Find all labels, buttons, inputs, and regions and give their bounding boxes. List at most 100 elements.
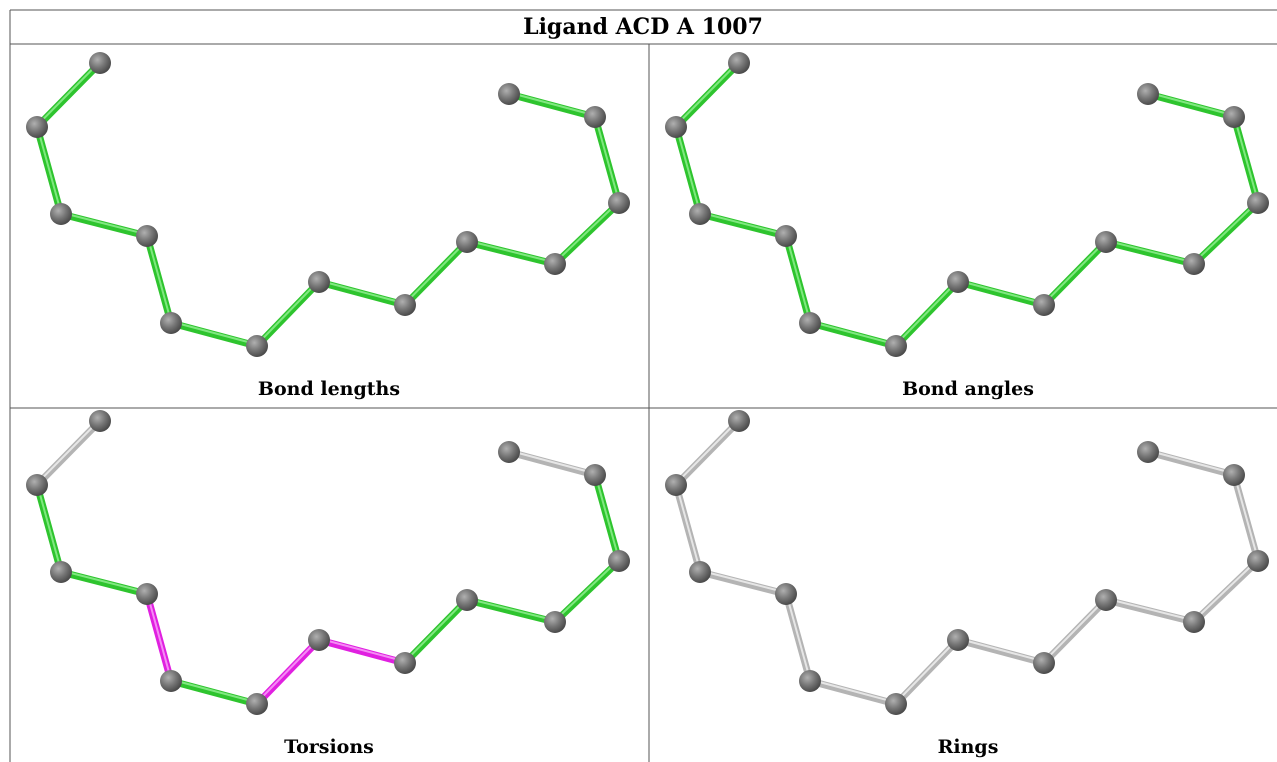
bond-highlight (171, 680, 257, 703)
bond (1044, 242, 1106, 305)
atom (775, 225, 797, 247)
bond (319, 640, 405, 663)
bond-highlight (171, 322, 257, 345)
bond-highlight (595, 474, 619, 560)
atom (544, 253, 566, 275)
bond-highlight (810, 322, 896, 345)
bond-highlight (405, 241, 467, 304)
bond (61, 214, 147, 236)
molecule (26, 52, 630, 357)
bond-highlight (405, 599, 467, 662)
bond-highlight (61, 571, 147, 593)
atom (544, 611, 566, 633)
bond-highlight (786, 593, 810, 680)
bond (171, 323, 257, 346)
bond (700, 214, 786, 236)
atom (89, 410, 111, 432)
atom (584, 106, 606, 128)
bond-highlight (1044, 599, 1106, 662)
bond-highlight (1234, 474, 1258, 560)
atom (584, 464, 606, 486)
bond-highlight (37, 62, 100, 126)
bond-highlight (1148, 93, 1234, 116)
bond (555, 561, 619, 622)
bond-highlight (786, 235, 810, 322)
atom (1095, 589, 1117, 611)
atom (136, 225, 158, 247)
bond-highlight (700, 571, 786, 593)
atom (1033, 652, 1055, 674)
bond-highlight (1234, 116, 1258, 202)
page: Ligand ACD A 1007 Bond lengthsBond angle… (0, 0, 1277, 762)
bond-highlight (896, 281, 958, 345)
atom (665, 474, 687, 496)
panel-caption: Torsions (284, 736, 374, 758)
atom (608, 550, 630, 572)
bond-highlight (319, 639, 405, 662)
bond-highlight (467, 599, 555, 621)
bond (257, 282, 319, 346)
panel-caption: Bond lengths (258, 378, 400, 400)
atom (775, 583, 797, 605)
bond-highlight (676, 420, 739, 484)
bond-highlight (810, 680, 896, 703)
atom (50, 203, 72, 225)
bond (1106, 242, 1194, 264)
bond-highlight (676, 484, 700, 571)
bond (958, 282, 1044, 305)
atom (498, 441, 520, 463)
atom (26, 116, 48, 138)
bond-highlight (958, 639, 1044, 662)
atom (1137, 83, 1159, 105)
bond-highlight (555, 202, 619, 263)
bond-highlight (37, 126, 61, 213)
bond-highlight (1148, 451, 1234, 474)
table-frame (10, 10, 1277, 762)
bond-highlight (257, 281, 319, 345)
atom (1223, 464, 1245, 486)
bond (810, 681, 896, 704)
atom (308, 271, 330, 293)
bond (405, 600, 467, 663)
atom (1223, 106, 1245, 128)
bond (319, 282, 405, 305)
atom (1183, 611, 1205, 633)
atom (394, 652, 416, 674)
bond-highlight (147, 593, 171, 680)
atom (885, 693, 907, 715)
bond-highlight (595, 116, 619, 202)
bond-highlight (896, 639, 958, 703)
atom (308, 629, 330, 651)
atom (885, 335, 907, 357)
bond-highlight (61, 213, 147, 235)
bond-highlight (1106, 241, 1194, 263)
atom (1247, 550, 1269, 572)
title: Ligand ACD A 1007 (523, 14, 763, 40)
atom (1095, 231, 1117, 253)
bond (1044, 600, 1106, 663)
bond (1106, 600, 1194, 622)
bond (1148, 452, 1234, 475)
molecule (665, 52, 1269, 357)
bond-highlight (958, 281, 1044, 304)
bond-highlight (37, 420, 100, 484)
bond-highlight (555, 560, 619, 621)
atom (728, 410, 750, 432)
atom (160, 312, 182, 334)
atom (89, 52, 111, 74)
atom (728, 52, 750, 74)
atom (394, 294, 416, 316)
atom (498, 83, 520, 105)
bond (1194, 203, 1258, 264)
bond-highlight (676, 126, 700, 213)
bond (467, 600, 555, 622)
bond (896, 282, 958, 346)
bond (1148, 94, 1234, 117)
atom (1183, 253, 1205, 275)
bond (257, 640, 319, 704)
bond-highlight (509, 451, 595, 474)
bond (467, 242, 555, 264)
atom (26, 474, 48, 496)
molecule (665, 410, 1269, 715)
